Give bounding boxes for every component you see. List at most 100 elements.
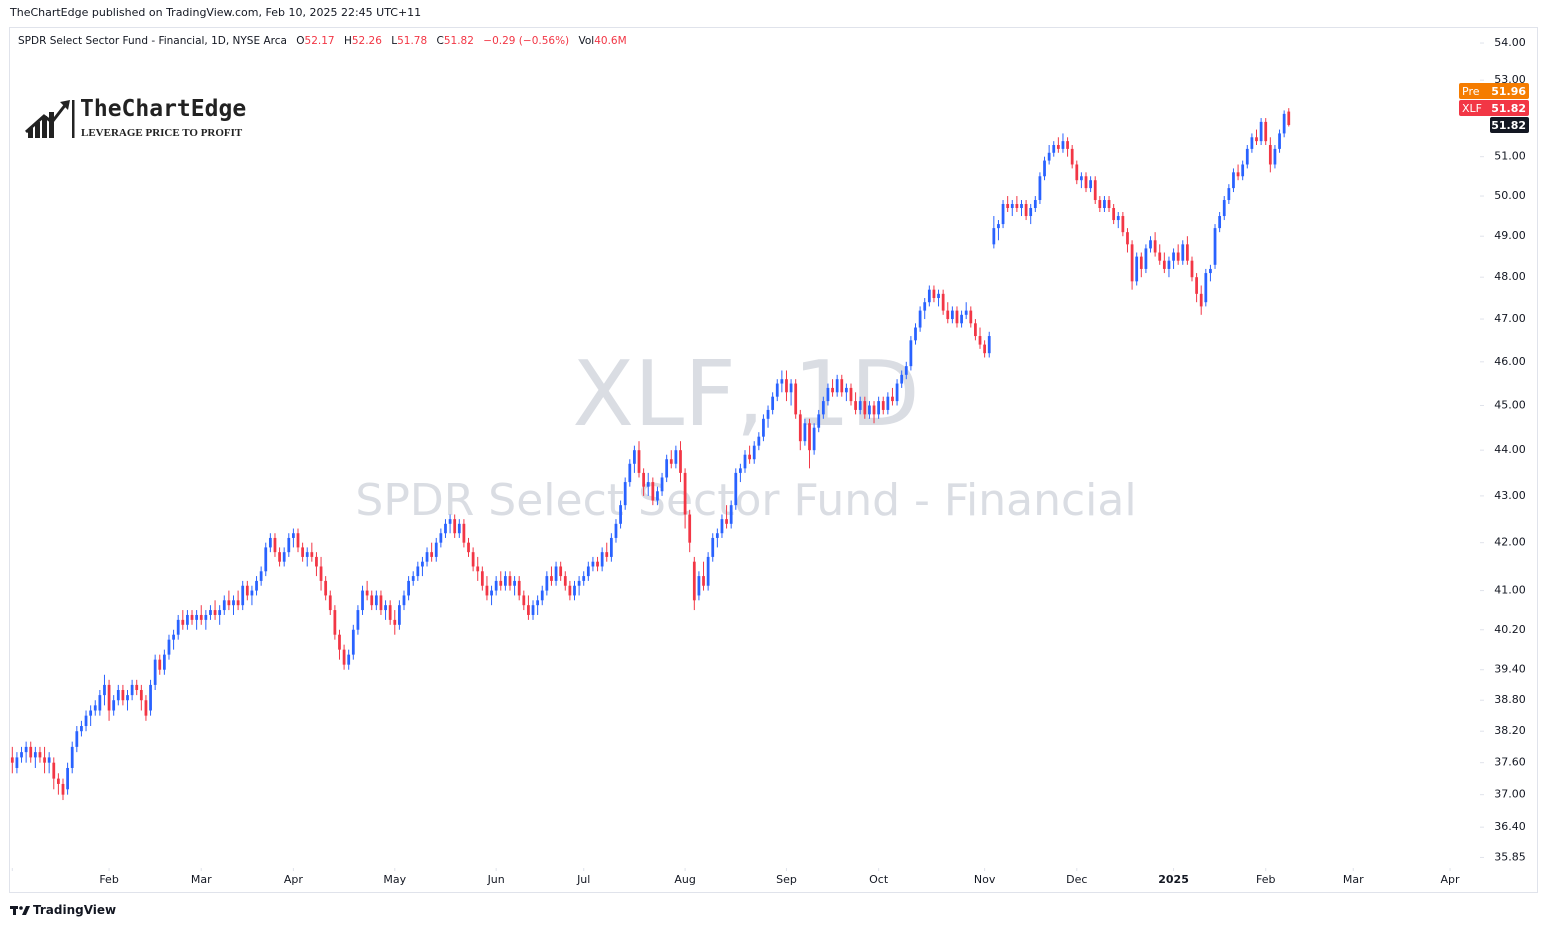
candle-body xyxy=(1153,240,1157,253)
y-tick-label: 53.00 xyxy=(1494,73,1526,86)
candle-body xyxy=(342,649,346,665)
candle-body xyxy=(849,387,853,402)
candle-body xyxy=(775,383,779,397)
candle-body xyxy=(831,387,834,393)
candle-body xyxy=(186,614,189,625)
candle-body xyxy=(107,684,111,711)
candle-body xyxy=(1144,248,1148,269)
legend: SPDR Select Sector Fund - Financial, 1D,… xyxy=(18,35,627,47)
y-tick-label: 39.40 xyxy=(1494,663,1526,676)
y-tick-label: 51.00 xyxy=(1494,150,1526,163)
candle-body xyxy=(1061,141,1065,149)
candle-body xyxy=(121,690,125,701)
candle-body xyxy=(771,396,775,410)
publish-header: TheChartEdge published on TradingView.co… xyxy=(10,6,422,19)
candle-body xyxy=(264,547,268,572)
candle-body xyxy=(222,600,226,611)
candle-body xyxy=(964,310,968,315)
candle-body xyxy=(199,614,203,620)
candle-body xyxy=(388,605,392,620)
candle-body xyxy=(287,537,291,553)
candle-body xyxy=(863,401,867,415)
candle-body xyxy=(1084,176,1088,189)
y-tick-label: 38.80 xyxy=(1494,693,1526,706)
volume-label: Vol xyxy=(578,35,595,47)
candle-body xyxy=(416,566,420,577)
candle-body xyxy=(411,576,415,581)
candle-body xyxy=(126,695,129,701)
candle-body xyxy=(98,695,102,711)
y-tick-label: 50.00 xyxy=(1494,189,1526,202)
candle-body xyxy=(384,605,387,611)
candle-body xyxy=(577,580,581,586)
logo-name: TheChartEdge xyxy=(80,96,247,122)
candle-body xyxy=(176,619,180,635)
candle-body xyxy=(1056,145,1060,149)
candle-body xyxy=(932,289,936,299)
candle-body xyxy=(1024,204,1028,217)
candle-body xyxy=(1241,164,1245,177)
candle-body xyxy=(370,595,374,606)
candle-body xyxy=(241,585,245,606)
candle-body xyxy=(236,600,240,606)
candle-body xyxy=(780,379,784,384)
candle-body xyxy=(522,595,526,606)
candle-body xyxy=(623,482,627,506)
candle-body xyxy=(1199,293,1203,307)
candle-body xyxy=(868,405,871,415)
price-tag-value: 51.96 xyxy=(1491,85,1526,98)
candle-body xyxy=(227,600,231,606)
candle-body xyxy=(1172,252,1175,261)
candle-body xyxy=(881,401,885,410)
candle-body xyxy=(425,552,429,562)
candle-body xyxy=(559,566,563,577)
candle-body xyxy=(61,783,65,795)
candle-body xyxy=(1218,216,1222,229)
candle-body xyxy=(1126,232,1129,245)
candle-body xyxy=(752,445,756,460)
candle-body xyxy=(130,684,134,696)
candle-body xyxy=(872,405,876,415)
price-tag-label: XLF xyxy=(1462,102,1482,115)
candle-body xyxy=(637,450,641,473)
price-tag xyxy=(1459,82,1529,99)
candle-body xyxy=(600,552,604,567)
candle-body xyxy=(379,595,383,611)
candle-body xyxy=(789,383,793,393)
candle-body xyxy=(1047,152,1051,161)
candle-body xyxy=(886,396,890,410)
y-tick-label: 48.00 xyxy=(1494,270,1526,283)
candle-body xyxy=(840,379,844,393)
x-tick-label: Dec xyxy=(1066,873,1087,886)
candle-body xyxy=(1186,244,1189,261)
candle-body xyxy=(854,401,857,410)
close-value: 51.82 xyxy=(443,35,474,47)
candle-body xyxy=(485,585,489,596)
candle-body xyxy=(1080,176,1083,181)
candle-body xyxy=(494,580,498,591)
candle-body xyxy=(167,639,171,655)
candle-body xyxy=(181,619,185,625)
x-tick-label: Aug xyxy=(674,873,695,886)
candle-body xyxy=(1139,256,1143,269)
candle-body xyxy=(1250,137,1254,149)
candle-body xyxy=(70,746,74,768)
candle-body xyxy=(895,383,899,402)
logo-icon xyxy=(25,100,75,138)
candle-body xyxy=(374,595,378,606)
candle-body xyxy=(80,726,83,732)
axes: 54.00 53.00 51.00 50.00 49.00 48.00 47.00 46.00… xyxy=(11,36,1529,886)
candle-body xyxy=(983,344,987,354)
candle-body xyxy=(568,585,572,596)
candle-body xyxy=(844,387,848,393)
candle-body xyxy=(1070,148,1074,165)
candle-body xyxy=(508,576,512,586)
candle-body xyxy=(918,310,922,328)
candle-body xyxy=(139,690,143,701)
candle-body xyxy=(536,600,540,606)
candle-body xyxy=(591,561,595,567)
candle-body xyxy=(499,580,503,586)
footer-brand[interactable]: TradingView xyxy=(33,903,117,917)
